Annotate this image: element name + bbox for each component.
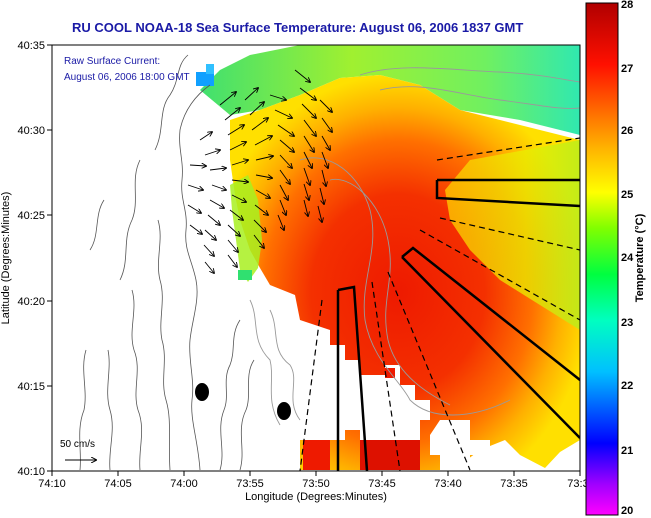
site-marker: [195, 383, 209, 401]
bathymetry-contours: [249, 67, 580, 426]
x-tick-label: 73:35: [500, 478, 528, 490]
colorbar-tick: 24: [621, 252, 634, 264]
y-tick-label: 40:20: [17, 296, 45, 308]
x-tick-label: 73:3: [567, 478, 588, 490]
current-vectors: [187, 69, 332, 273]
current-note-line1: Raw Surface Current:: [64, 56, 160, 67]
y-tick-label: 40:25: [17, 210, 45, 222]
axis-tick-marks: [47, 44, 581, 476]
colorbar-tick: 22: [621, 380, 633, 392]
colorbar-tick: 25: [621, 189, 633, 201]
y-tick-label: 40:30: [17, 125, 45, 137]
x-axis-label: Longitude (Degrees:Minutes): [245, 491, 387, 503]
y-tick-labels: 40:35 40:30 40:25 40:20 40:15 40:10: [17, 40, 45, 478]
x-tick-label: 74:10: [38, 478, 66, 490]
x-tick-label: 73:55: [236, 478, 264, 490]
x-tick-label: 74:05: [104, 478, 132, 490]
colorbar-tick: 28: [621, 0, 633, 11]
y-tick-label: 40:15: [17, 381, 45, 393]
colorbar-tick: 21: [621, 445, 633, 457]
map-title: RU COOL NOAA-18 Sea Surface Temperature:…: [72, 20, 524, 35]
colorbar-tick: 27: [621, 63, 633, 75]
y-tick-label: 40:10: [17, 466, 45, 478]
colorbar-label: Temperature (°C): [634, 213, 646, 302]
sst-field: [196, 45, 580, 470]
colorbar: 28 27 26 25 24 23 22 21 20 Temperature (…: [585, 0, 646, 517]
x-tick-label: 73:50: [302, 478, 330, 490]
scale-label: 50 cm/s: [60, 439, 95, 450]
x-tick-label: 74:00: [170, 478, 198, 490]
site-marker: [277, 402, 291, 420]
transect-lines: [299, 137, 580, 471]
coastline: [79, 54, 255, 471]
colorbar-tick: 20: [621, 505, 633, 517]
colorbar-tick: 23: [621, 317, 633, 329]
x-tick-label: 73:40: [434, 478, 462, 490]
x-tick-label: 73:45: [368, 478, 396, 490]
x-tick-labels: 74:10 74:05 74:00 73:55 73:50 73:45 73:4…: [38, 478, 588, 490]
colorbar-tick: 26: [621, 125, 633, 137]
y-tick-label: 40:35: [17, 40, 45, 52]
y-axis-label: Latitude (Degrees:Minutes): [0, 192, 12, 325]
current-note-line2: August 06, 2006 18:00 GMT: [64, 72, 190, 83]
colorbar-gradient: [585, 2, 619, 516]
